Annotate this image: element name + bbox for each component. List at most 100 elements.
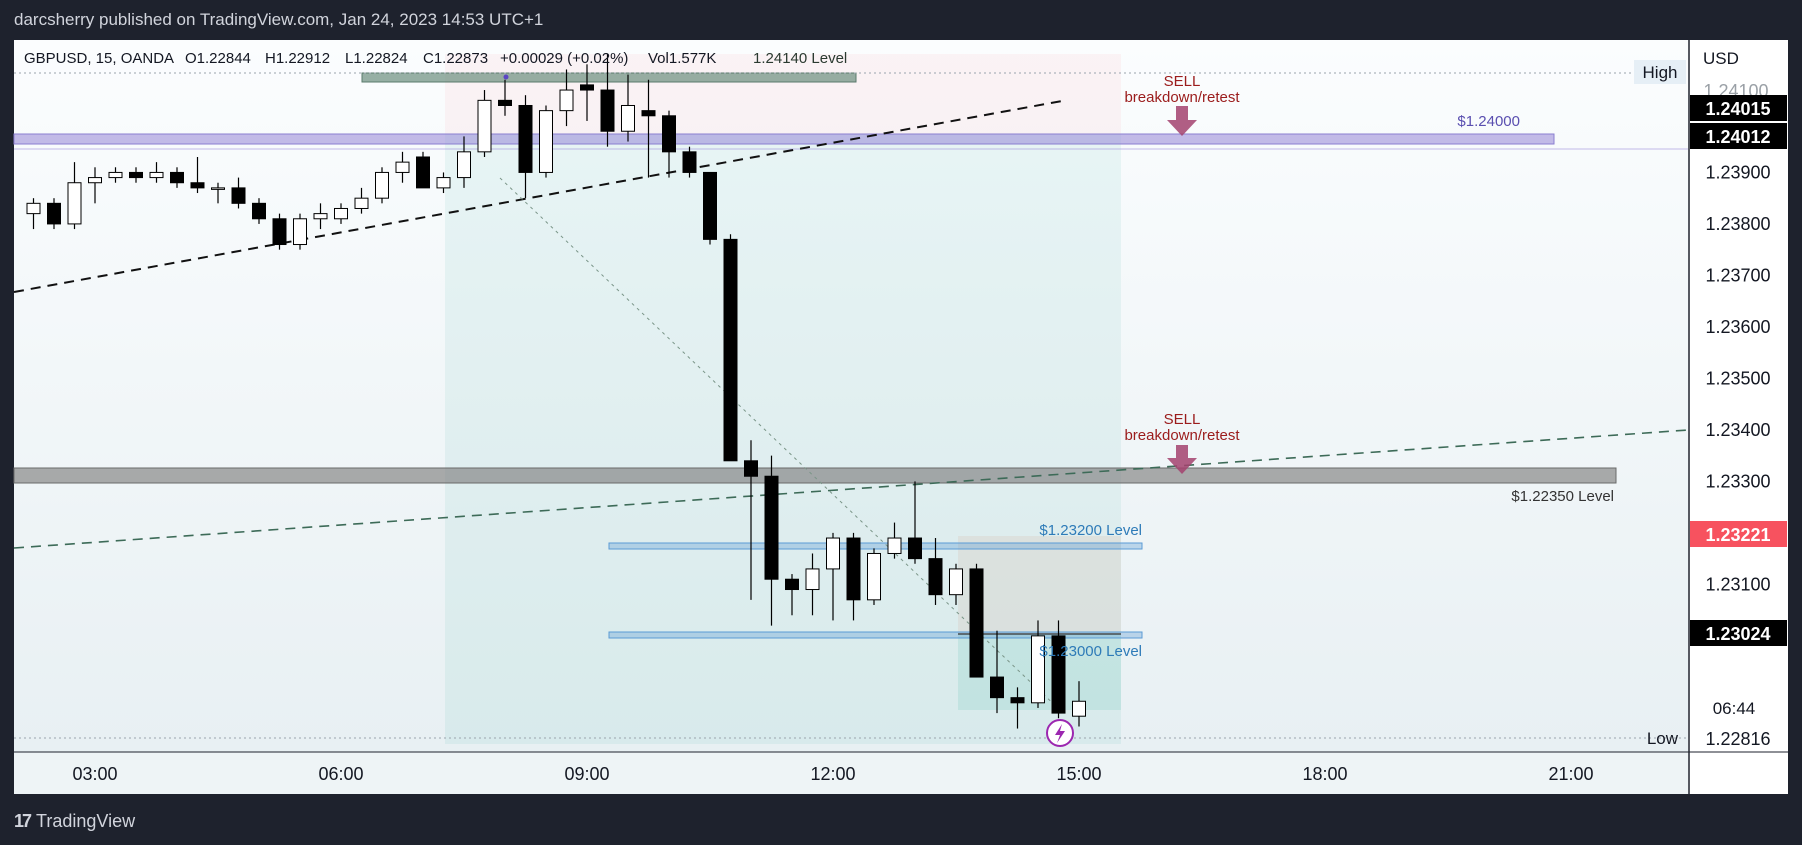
candle[interactable]	[252, 198, 266, 224]
candle[interactable]	[190, 156, 205, 194]
candle[interactable]	[600, 54, 615, 147]
candle-body	[375, 171, 389, 199]
tradingview-logo[interactable]: 17 TradingView	[14, 811, 135, 832]
candle[interactable]	[805, 553, 820, 616]
short-position-2-risk-zone[interactable]	[958, 536, 1121, 634]
price-badge-label: 1.24012	[1705, 127, 1770, 147]
time-tick-label: 09:00	[564, 764, 609, 784]
candle[interactable]	[334, 203, 348, 224]
candle[interactable]	[559, 69, 574, 127]
level-band-123200[interactable]	[608, 542, 1143, 550]
candle[interactable]	[1031, 620, 1045, 708]
candle-body	[518, 104, 533, 173]
candle[interactable]	[436, 172, 451, 194]
time-axis[interactable]	[14, 752, 1688, 794]
trendline-lower[interactable]	[13, 429, 1689, 549]
candle[interactable]	[969, 563, 984, 678]
candle-body	[723, 238, 738, 462]
candle[interactable]	[272, 213, 287, 250]
candle[interactable]	[990, 630, 1004, 714]
candle[interactable]	[231, 177, 246, 209]
level-band-124000[interactable]	[13, 133, 1555, 145]
candle[interactable]	[928, 538, 943, 605]
candle[interactable]	[457, 136, 471, 188]
candle[interactable]	[108, 167, 123, 183]
candle[interactable]	[1072, 681, 1086, 727]
candle-body	[600, 89, 615, 132]
trendline-upper[interactable]	[13, 100, 1063, 293]
time-tick-label: 06:00	[318, 764, 363, 784]
level-124140-handle[interactable]	[503, 74, 509, 80]
candle-body	[395, 161, 410, 173]
legend-change: +0.00029 (+0.02%)	[500, 50, 628, 67]
candle[interactable]	[908, 481, 922, 564]
candle[interactable]	[703, 171, 717, 245]
candle[interactable]	[682, 146, 697, 178]
candle[interactable]	[867, 548, 881, 605]
high-tag	[1634, 60, 1686, 84]
short-position-risk-zone[interactable]	[445, 54, 1121, 134]
candle[interactable]	[149, 162, 164, 183]
candle-body	[354, 197, 369, 209]
short-position-target-zone[interactable]	[445, 134, 1121, 744]
candle[interactable]	[293, 213, 307, 250]
level-band-123000[interactable]	[608, 631, 1143, 639]
candle[interactable]	[354, 187, 369, 214]
candle[interactable]	[641, 79, 656, 178]
candle[interactable]	[580, 64, 594, 121]
candle[interactable]	[518, 95, 533, 199]
chart-pane[interactable]	[14, 40, 1688, 752]
candle[interactable]	[498, 79, 512, 116]
level-band-124140[interactable]	[361, 72, 857, 83]
candle[interactable]	[395, 151, 410, 183]
candle[interactable]	[88, 167, 102, 204]
candle[interactable]	[846, 532, 861, 621]
label-124140-level: 1.24140 Level	[753, 50, 847, 67]
candle[interactable]	[26, 198, 41, 230]
candle[interactable]	[744, 440, 758, 600]
candle[interactable]	[723, 234, 738, 462]
candle[interactable]	[887, 522, 902, 559]
price-tick-label: 1.23700	[1705, 265, 1770, 285]
candle[interactable]	[662, 110, 676, 178]
candle-body	[928, 558, 943, 596]
candle-body	[764, 475, 779, 580]
candle-body	[846, 537, 861, 601]
sell-1-arrow-icon[interactable]	[1167, 106, 1197, 136]
candle[interactable]	[67, 162, 82, 230]
candle-body	[908, 537, 922, 560]
sell-1-title: SELL	[1164, 73, 1201, 90]
candle[interactable]	[47, 198, 61, 230]
price-badge	[1690, 95, 1787, 121]
candle-body	[477, 99, 492, 153]
candle[interactable]	[764, 455, 779, 626]
candle[interactable]	[539, 105, 553, 178]
candles[interactable]	[26, 54, 1086, 729]
candle[interactable]	[375, 167, 389, 204]
candle-body	[88, 177, 102, 184]
legend-symbol[interactable]: GBPUSD, 15, OANDA	[24, 50, 174, 67]
candle-body	[129, 171, 143, 179]
candle[interactable]	[211, 182, 225, 204]
price-badge-label: 1.24015	[1705, 99, 1770, 119]
candle[interactable]	[477, 90, 492, 157]
candle-body	[67, 182, 82, 225]
level-band-122350[interactable]	[13, 467, 1617, 484]
candle[interactable]	[313, 203, 328, 230]
candle[interactable]	[1010, 687, 1025, 729]
candle[interactable]	[1051, 620, 1066, 719]
candle-body	[559, 89, 574, 112]
time-tick-label: 12:00	[810, 764, 855, 784]
candle[interactable]	[785, 574, 799, 616]
sell-2-arrow-icon[interactable]	[1167, 445, 1197, 474]
diagonal-projection-line	[499, 177, 1063, 713]
candle[interactable]	[129, 167, 143, 183]
candle-body	[252, 202, 266, 220]
candle[interactable]	[416, 151, 430, 189]
candle[interactable]	[826, 532, 840, 621]
candle[interactable]	[621, 74, 635, 142]
candle[interactable]	[170, 167, 184, 188]
candle[interactable]	[949, 563, 963, 605]
sell-2-subtitle: breakdown/retest	[1124, 427, 1240, 444]
